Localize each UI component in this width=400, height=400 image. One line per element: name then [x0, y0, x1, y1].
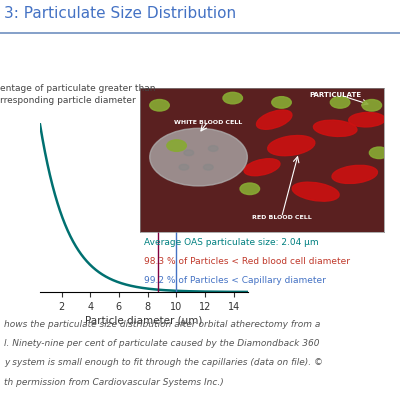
- Ellipse shape: [349, 112, 385, 127]
- Text: y system is small enough to fit through the capillaries (data on file). ©: y system is small enough to fit through …: [4, 358, 323, 367]
- Circle shape: [272, 97, 291, 108]
- Circle shape: [204, 164, 213, 170]
- Circle shape: [150, 100, 169, 111]
- Text: WHITE BLOOD CELL: WHITE BLOOD CELL: [174, 120, 242, 125]
- Circle shape: [184, 150, 194, 156]
- Circle shape: [208, 146, 218, 151]
- Text: Average OAS particulate size: 2.04 µm: Average OAS particulate size: 2.04 µm: [144, 238, 319, 247]
- Text: entage of particulate greater than: entage of particulate greater than: [0, 84, 156, 93]
- Text: 98.3 % of Particles < Red blood cell diameter: 98.3 % of Particles < Red blood cell dia…: [144, 257, 350, 266]
- Ellipse shape: [256, 110, 292, 129]
- Ellipse shape: [292, 182, 339, 201]
- Text: 3: Particulate Size Distribution: 3: Particulate Size Distribution: [4, 6, 236, 21]
- Ellipse shape: [314, 120, 357, 136]
- Circle shape: [150, 128, 247, 186]
- X-axis label: Particle diameter (µm): Particle diameter (µm): [85, 316, 203, 326]
- Circle shape: [362, 100, 382, 111]
- Circle shape: [330, 97, 350, 108]
- Ellipse shape: [268, 136, 315, 156]
- Circle shape: [369, 147, 389, 158]
- Text: th permission from Cardiovascular Systems Inc.): th permission from Cardiovascular System…: [4, 378, 224, 386]
- Circle shape: [240, 183, 260, 194]
- Text: l. Ninety-nine per cent of particulate caused by the Diamondback 360: l. Ninety-nine per cent of particulate c…: [4, 339, 320, 348]
- Text: 99.2 % of Particles < Capillary diameter: 99.2 % of Particles < Capillary diameter: [144, 276, 326, 285]
- Ellipse shape: [332, 165, 378, 184]
- Ellipse shape: [244, 159, 280, 176]
- Circle shape: [179, 164, 189, 170]
- Text: RED BLOOD CELL: RED BLOOD CELL: [252, 216, 311, 220]
- Circle shape: [167, 140, 186, 151]
- Text: PARTICULATE: PARTICULATE: [309, 92, 361, 98]
- Text: rresponding particle diameter: rresponding particle diameter: [0, 96, 136, 105]
- Circle shape: [223, 92, 242, 104]
- Text: hows the particulate size distribution after orbital atherectomy from a: hows the particulate size distribution a…: [4, 320, 320, 329]
